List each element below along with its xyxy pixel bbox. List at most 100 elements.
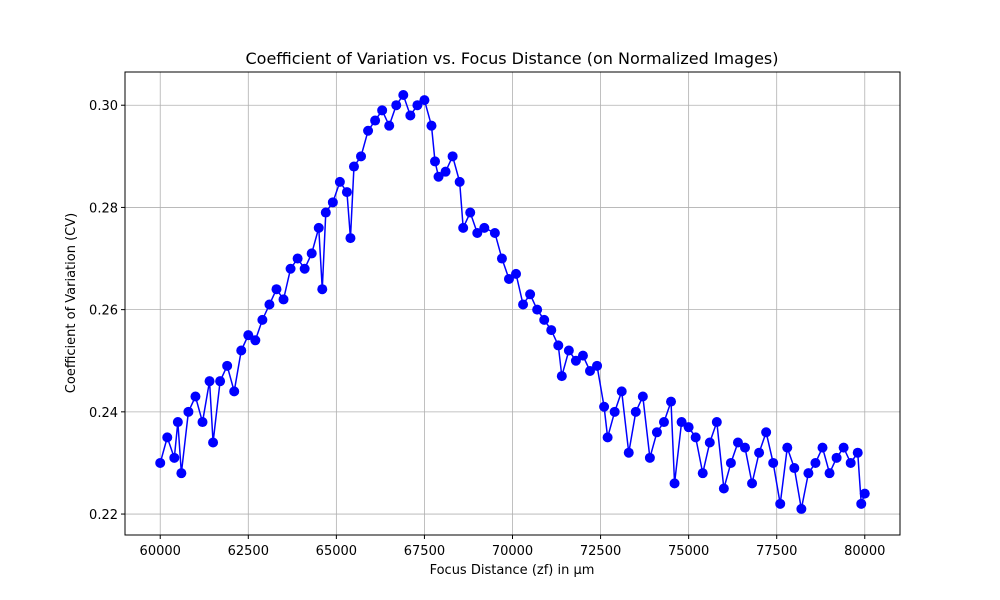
point [391, 100, 402, 111]
point [592, 360, 603, 371]
point [658, 417, 669, 428]
y-tick-label: 0.24 [89, 406, 118, 421]
point [630, 406, 641, 417]
point [454, 176, 465, 187]
point [810, 457, 821, 468]
point [334, 176, 345, 187]
point [532, 304, 543, 315]
point [327, 197, 338, 208]
point [768, 457, 779, 468]
point [257, 314, 268, 325]
x-tick-label: 67500 [404, 544, 445, 559]
point [229, 386, 240, 397]
point [711, 417, 722, 428]
point [447, 151, 458, 162]
x-tick-label: 65000 [316, 544, 357, 559]
point [419, 95, 430, 106]
y-tick-label: 0.26 [89, 304, 118, 319]
point [317, 284, 328, 295]
point [503, 273, 514, 284]
point [651, 427, 662, 438]
point [546, 325, 557, 336]
point [775, 498, 786, 509]
point [556, 371, 567, 382]
x-tick-label: 72500 [580, 544, 621, 559]
point [208, 437, 219, 448]
point [803, 468, 814, 479]
point [609, 406, 620, 417]
point [426, 120, 437, 131]
y-tick-label: 0.30 [89, 99, 118, 114]
point [732, 437, 743, 448]
point [412, 100, 423, 111]
point [285, 263, 296, 274]
point [243, 330, 254, 341]
point [264, 299, 275, 310]
point [577, 350, 588, 361]
point [570, 355, 581, 366]
point [236, 345, 247, 356]
point [458, 222, 469, 233]
point [518, 299, 529, 310]
point [440, 166, 451, 177]
point [472, 227, 483, 238]
point [859, 488, 870, 499]
point [669, 478, 680, 489]
y-tick-label: 0.22 [89, 508, 118, 523]
point [553, 340, 564, 351]
point [190, 391, 201, 402]
chart-title: Coefficient of Variation vs. Focus Dista… [245, 49, 778, 68]
point [299, 263, 310, 274]
point [747, 478, 758, 489]
point [602, 432, 613, 443]
point [398, 89, 409, 100]
point [511, 268, 522, 279]
point [306, 248, 317, 259]
point [676, 417, 687, 428]
point [271, 284, 282, 295]
point [644, 452, 655, 463]
point [666, 396, 677, 407]
point [162, 432, 173, 443]
x-axis-label: Focus Distance (zf) in µm [430, 563, 595, 578]
point [525, 289, 536, 300]
point [704, 437, 715, 448]
point [796, 503, 807, 514]
point [222, 360, 233, 371]
point [845, 457, 856, 468]
point [278, 294, 289, 305]
x-tick-label: 62500 [228, 544, 269, 559]
point [430, 156, 440, 167]
point [740, 442, 750, 453]
point [215, 376, 226, 387]
point [363, 125, 374, 136]
point [637, 391, 648, 402]
point [169, 452, 180, 463]
point [176, 468, 187, 479]
point [616, 386, 627, 397]
point [623, 447, 634, 458]
point [479, 222, 490, 233]
point [341, 187, 352, 198]
point [718, 483, 729, 494]
point [856, 498, 867, 509]
point [313, 222, 324, 233]
x-tick-label: 75000 [668, 544, 709, 559]
x-tick-label: 80000 [844, 544, 885, 559]
plot-frame [124, 71, 901, 536]
point [831, 452, 842, 463]
point [197, 417, 208, 428]
point [172, 417, 183, 428]
point [292, 253, 303, 264]
point [539, 314, 550, 325]
point [761, 427, 772, 438]
point [817, 442, 828, 453]
point [838, 442, 849, 453]
x-tick-label: 77500 [756, 544, 797, 559]
point [782, 442, 793, 453]
point [356, 151, 367, 162]
y-tick-label: 0.28 [89, 201, 118, 216]
point [489, 227, 500, 238]
point [683, 422, 694, 433]
point [725, 457, 736, 468]
